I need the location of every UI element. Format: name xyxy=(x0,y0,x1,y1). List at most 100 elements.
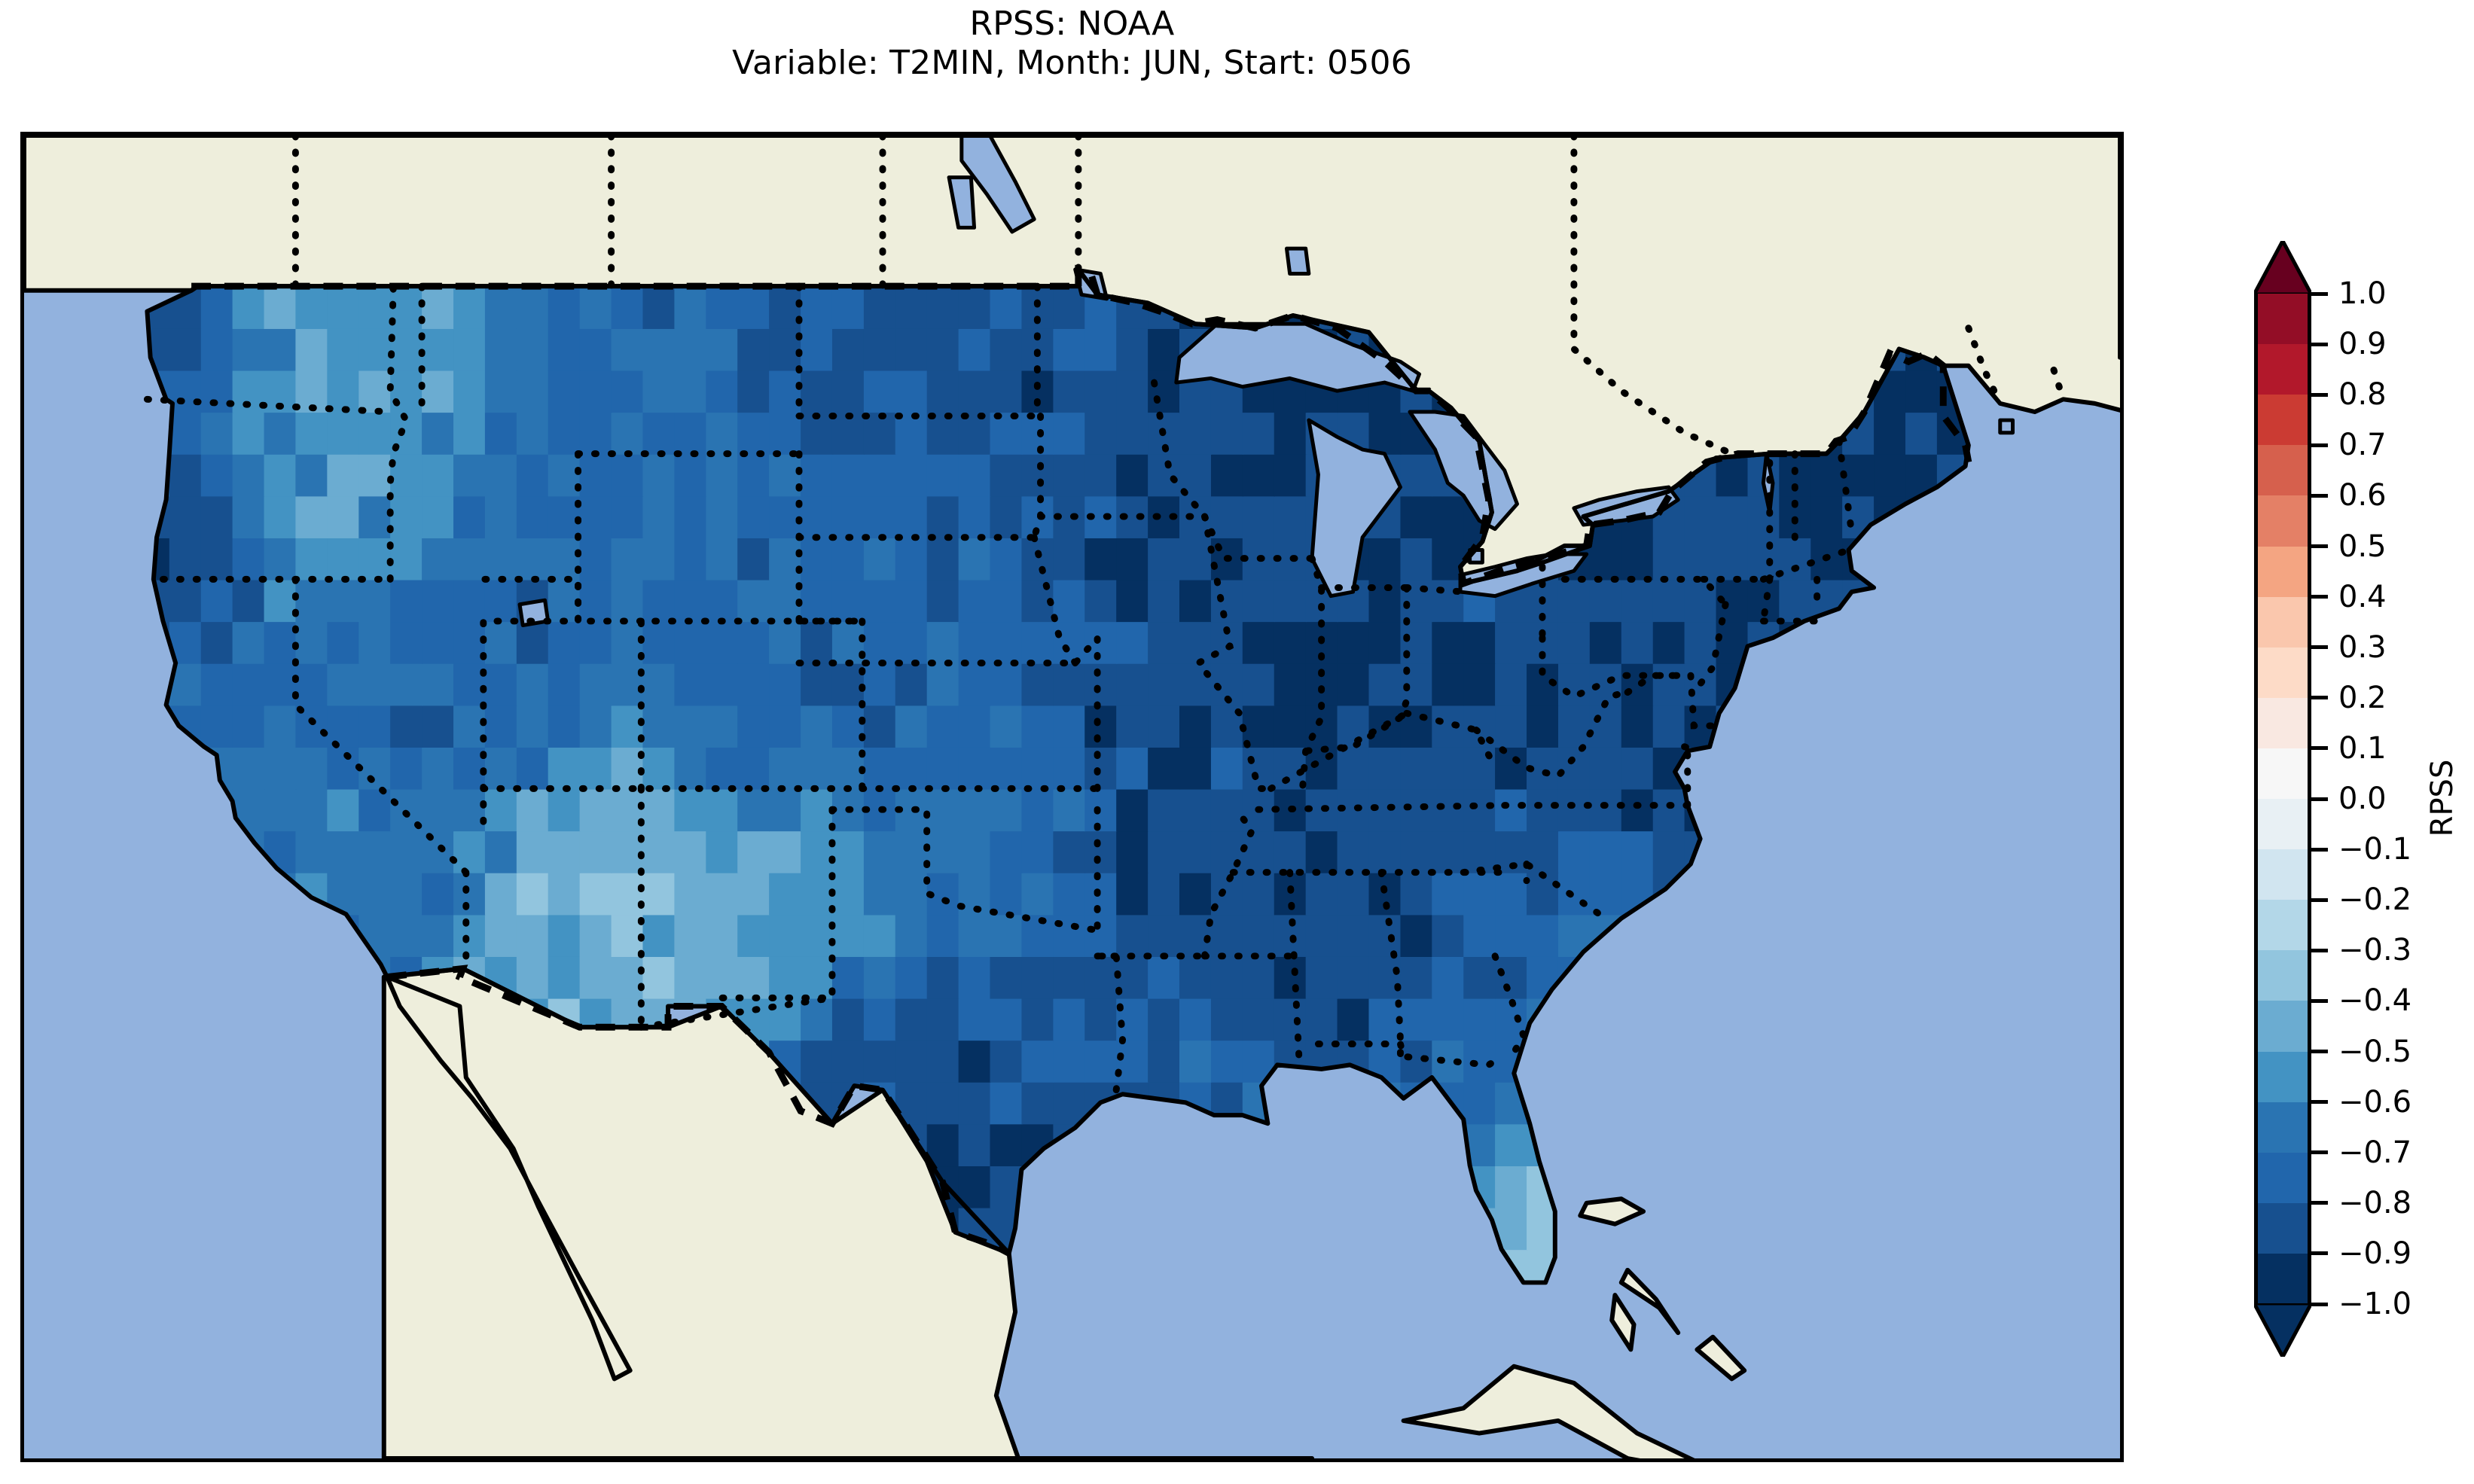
grid-cell xyxy=(863,537,897,580)
grid-cell xyxy=(1274,495,1307,538)
grid-cell xyxy=(1148,620,1181,664)
grid-cell xyxy=(1557,872,1591,916)
grid-cell xyxy=(453,495,487,538)
grid-cell xyxy=(484,788,518,832)
grid-cell xyxy=(1021,830,1054,873)
grid-cell xyxy=(863,1039,897,1083)
grid-cell xyxy=(1463,663,1496,706)
grid-cell xyxy=(1210,453,1244,497)
grid-cell xyxy=(1368,955,1402,999)
grid-cell xyxy=(1116,328,1149,371)
state-border-35 xyxy=(1193,513,1275,792)
grid-cell xyxy=(831,872,865,916)
title-line-2: Variable: T2MIN, Month: JUN, Start: 0506 xyxy=(732,43,1412,82)
grid-cell xyxy=(1463,1081,1496,1125)
grid-cell xyxy=(674,579,707,623)
grid-cell xyxy=(611,579,644,623)
grid-cell xyxy=(484,746,518,790)
grid-cell xyxy=(1432,746,1465,790)
grid-cell xyxy=(516,412,549,455)
grid-cell xyxy=(1179,746,1213,790)
colorbar-tick-label: 0.2 xyxy=(2338,680,2387,715)
grid-cell xyxy=(1242,663,1275,706)
grid-cell xyxy=(1495,1165,1528,1208)
grid-cell xyxy=(200,620,233,664)
grid-cell xyxy=(990,663,1023,706)
grid-cell xyxy=(1589,746,1622,790)
grid-cell xyxy=(264,663,297,706)
colorbar-band xyxy=(2254,344,2311,395)
grid-cell xyxy=(1527,788,1560,832)
grid-cell xyxy=(1274,998,1307,1041)
grid-cell xyxy=(1021,872,1054,916)
grid-cell xyxy=(926,998,959,1041)
grid-cell xyxy=(1557,663,1591,706)
colorbar-gradient xyxy=(2254,294,2311,1305)
grid-cell xyxy=(1432,914,1465,957)
grid-cell xyxy=(737,579,770,623)
grid-cell xyxy=(1084,537,1118,580)
grid-cell xyxy=(926,914,959,957)
grid-cell xyxy=(579,788,612,832)
grid-cell xyxy=(1652,788,1685,832)
grid-cell xyxy=(990,872,1023,916)
grid-cell xyxy=(1589,705,1622,748)
grid-cell xyxy=(926,705,959,748)
grid-cell xyxy=(831,705,865,748)
grid-cell xyxy=(1053,620,1086,664)
landmass-baja xyxy=(386,977,630,1379)
grid-cell xyxy=(801,955,834,999)
grid-cell xyxy=(453,328,487,371)
grid-cell xyxy=(548,328,581,371)
grid-cell xyxy=(831,453,865,497)
grid-cell xyxy=(769,788,802,832)
grid-cell xyxy=(926,453,959,497)
grid-cell xyxy=(327,830,360,873)
grid-cell xyxy=(1021,705,1054,748)
grid-cell xyxy=(1084,788,1118,832)
grid-cell xyxy=(895,286,928,329)
grid-cell xyxy=(1527,872,1560,916)
grid-cell xyxy=(1053,955,1086,999)
grid-cell xyxy=(1148,663,1181,706)
grid-cell xyxy=(579,412,612,455)
grid-cell xyxy=(958,788,991,832)
grid-cell xyxy=(769,705,802,748)
grid-cell xyxy=(801,579,834,623)
grid-cell xyxy=(831,286,865,329)
grid-cell xyxy=(958,998,991,1041)
grid-cell xyxy=(1053,872,1086,916)
grid-cell xyxy=(1021,955,1054,999)
grid-cell xyxy=(1305,914,1338,957)
grid-cell xyxy=(831,537,865,580)
state-border-41 xyxy=(1268,709,1411,792)
grid-cell xyxy=(1684,495,1717,538)
state-border-66 xyxy=(1681,743,1701,754)
grid-cell xyxy=(990,495,1023,538)
grid-cell xyxy=(548,412,581,455)
grid-cell xyxy=(422,537,455,580)
colorbar-tick-label: 1.0 xyxy=(2338,276,2387,311)
grid-cell xyxy=(548,830,581,873)
grid-cell xyxy=(579,663,612,706)
grid-cell xyxy=(1652,663,1685,706)
grid-cell xyxy=(358,705,392,748)
grid-cell xyxy=(200,286,233,329)
grid-cell xyxy=(295,746,328,790)
grid-cell xyxy=(895,328,928,371)
grid-cell xyxy=(737,286,770,329)
grid-cell xyxy=(1116,1039,1149,1083)
grid-cell xyxy=(579,914,612,957)
grid-cell xyxy=(1495,1123,1528,1167)
grid-cell xyxy=(1053,370,1086,413)
colorbar-band xyxy=(2254,1152,2311,1204)
grid-cell xyxy=(1589,872,1622,916)
colorbar-tick-label: −0.1 xyxy=(2338,832,2412,867)
map-raster xyxy=(24,136,2120,1458)
grid-cell xyxy=(327,663,360,706)
grid-cell xyxy=(579,328,612,371)
grid-cell xyxy=(1148,872,1181,916)
colorbar-tick xyxy=(2311,645,2328,650)
grid-cell xyxy=(1179,1039,1213,1083)
grid-cell xyxy=(1557,830,1591,873)
